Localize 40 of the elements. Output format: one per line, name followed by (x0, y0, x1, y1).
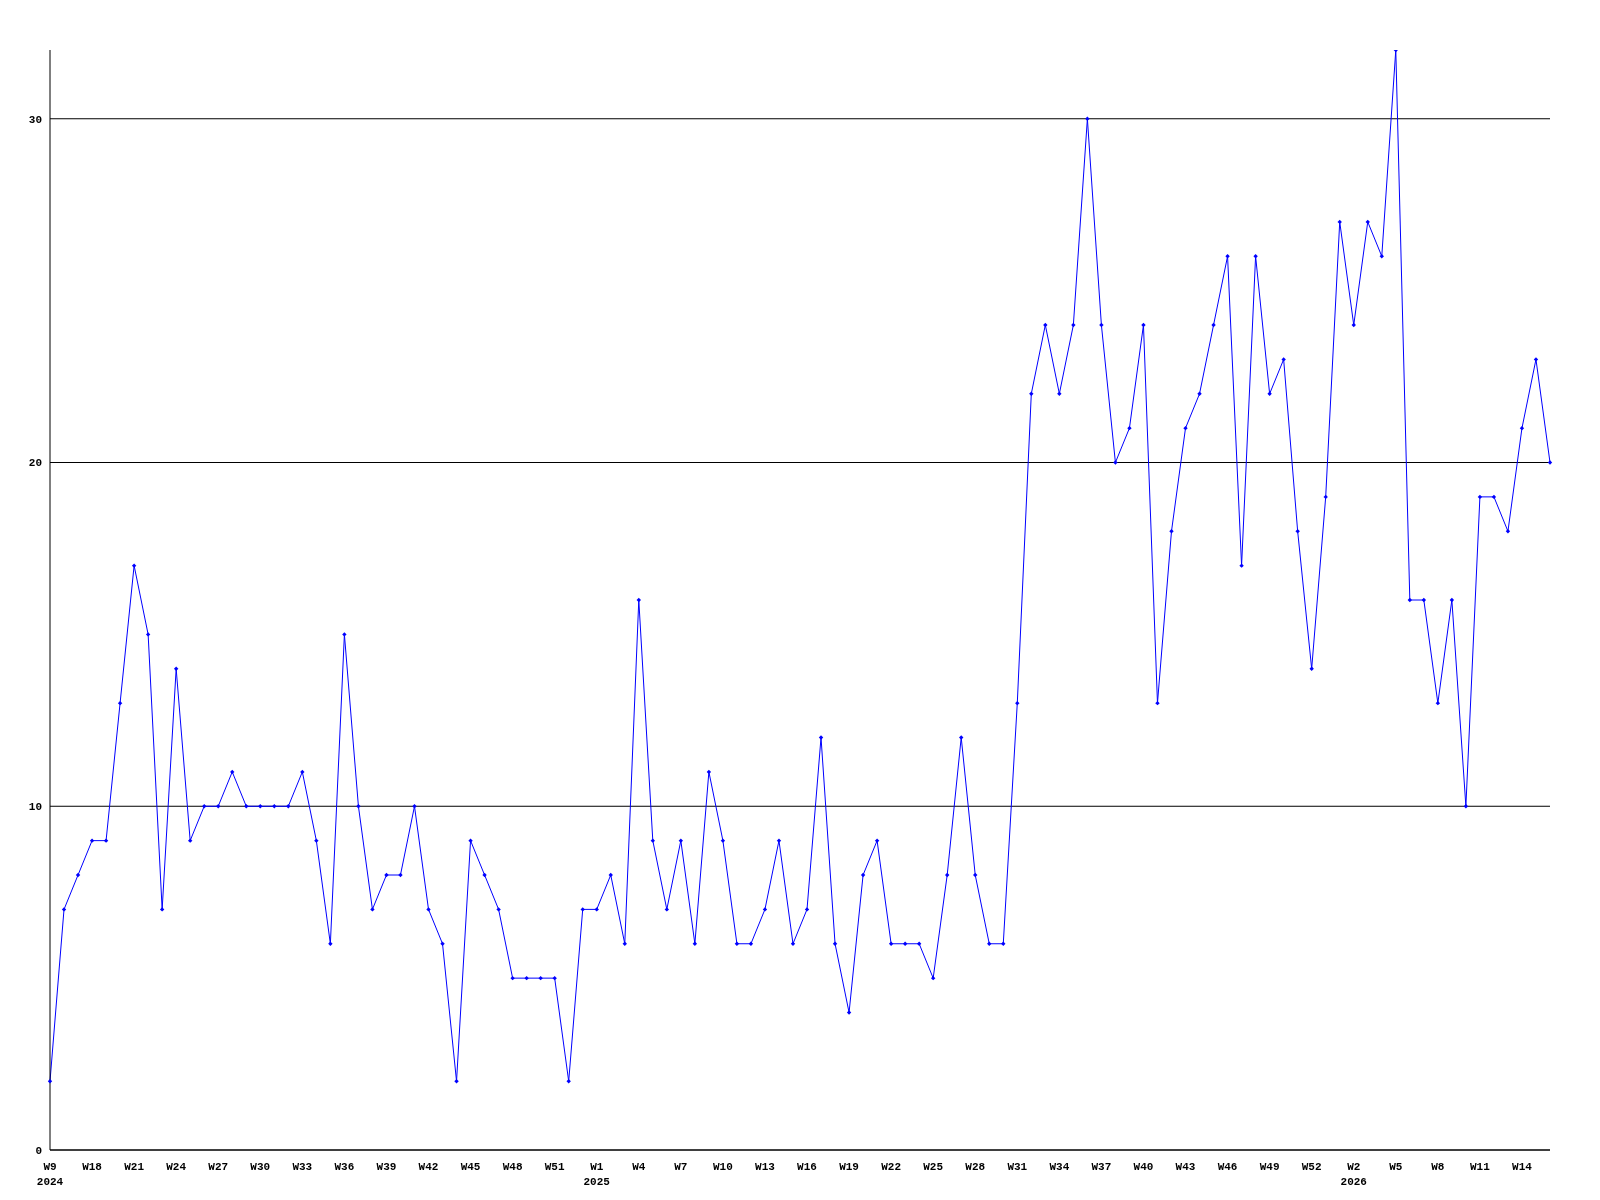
x-tick-label: W8 (1431, 1161, 1445, 1173)
x-tick-label: W5 (1389, 1161, 1403, 1173)
x-tick-label: W36 (334, 1161, 355, 1173)
x-tick-label: W46 (1217, 1161, 1238, 1173)
x-tick-label: W31 (1007, 1161, 1028, 1173)
y-tick-label: 10 (28, 801, 42, 814)
x-tick-label: W49 (1259, 1161, 1280, 1173)
x-tick-label: W42 (418, 1161, 439, 1173)
x-tick-label: W7 (674, 1161, 688, 1173)
x-tick-label: W39 (376, 1161, 397, 1173)
x-tick-label: W4 (632, 1161, 646, 1173)
x-tick-label: W30 (250, 1161, 271, 1173)
x-tick-label: W27 (208, 1161, 229, 1173)
x-tick-label: W33 (292, 1161, 313, 1173)
x-tick-label: W37 (1091, 1161, 1112, 1173)
x-tick-label: W19 (839, 1161, 859, 1173)
x-tick-label: W11 (1470, 1161, 1491, 1173)
x-tick-label: W43 (1175, 1161, 1196, 1173)
x-tick-label: W14 (1512, 1161, 1533, 1173)
y-tick-label: 0 (35, 1144, 42, 1157)
x-tick-label: W28 (965, 1161, 986, 1173)
x-tick-label: W25 (923, 1161, 944, 1173)
x-tick-label: W1 2025 (583, 1161, 611, 1188)
x-tick-label: W16 (797, 1161, 817, 1173)
x-tick-label: W34 (1049, 1161, 1070, 1173)
y-tick-label: 20 (28, 457, 42, 470)
x-tick-label: W18 (82, 1161, 103, 1173)
x-tick-label: W48 (502, 1161, 523, 1173)
x-tick-label: W52 (1301, 1161, 1322, 1173)
x-tick-label: W10 (712, 1161, 733, 1173)
x-tick-label: W13 (755, 1161, 776, 1173)
x-tick-label: W22 (881, 1161, 902, 1173)
x-tick-label: W24 (166, 1161, 187, 1173)
x-tick-label: W2 2026 (1340, 1161, 1367, 1188)
x-tick-label: W9 2024 (36, 1161, 64, 1188)
x-tick-label: W51 (544, 1161, 565, 1173)
x-tick-label: W21 (124, 1161, 145, 1173)
x-tick-label: W45 (460, 1161, 481, 1173)
y-tick-label: 30 (28, 113, 42, 126)
x-tick-label: W40 (1133, 1161, 1154, 1173)
